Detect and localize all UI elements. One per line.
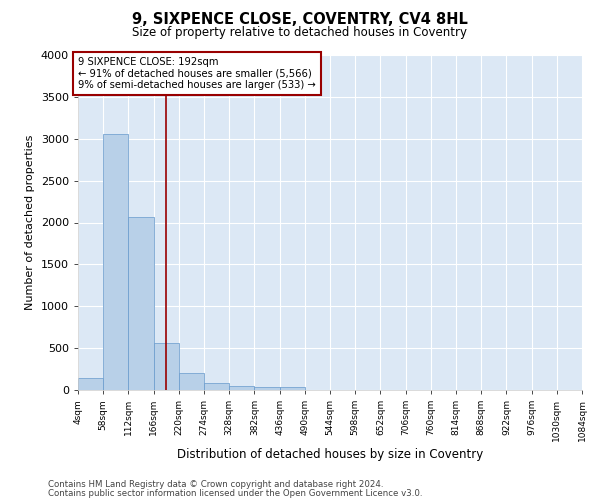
Text: 9 SIXPENCE CLOSE: 192sqm
← 91% of detached houses are smaller (5,566)
9% of semi: 9 SIXPENCE CLOSE: 192sqm ← 91% of detach… bbox=[79, 56, 316, 90]
Text: Contains public sector information licensed under the Open Government Licence v3: Contains public sector information licen… bbox=[48, 488, 422, 498]
Bar bbox=[204, 384, 229, 390]
X-axis label: Distribution of detached houses by size in Coventry: Distribution of detached houses by size … bbox=[177, 448, 483, 461]
Bar bbox=[128, 218, 154, 390]
Bar bbox=[154, 343, 179, 390]
Bar bbox=[78, 378, 103, 390]
Bar bbox=[254, 388, 280, 390]
Text: 9, SIXPENCE CLOSE, COVENTRY, CV4 8HL: 9, SIXPENCE CLOSE, COVENTRY, CV4 8HL bbox=[132, 12, 468, 28]
Text: Size of property relative to detached houses in Coventry: Size of property relative to detached ho… bbox=[133, 26, 467, 39]
Y-axis label: Number of detached properties: Number of detached properties bbox=[25, 135, 35, 310]
Bar bbox=[280, 386, 305, 390]
Bar bbox=[103, 134, 128, 390]
Bar bbox=[229, 386, 254, 390]
Text: Contains HM Land Registry data © Crown copyright and database right 2024.: Contains HM Land Registry data © Crown c… bbox=[48, 480, 383, 489]
Bar bbox=[179, 373, 204, 390]
